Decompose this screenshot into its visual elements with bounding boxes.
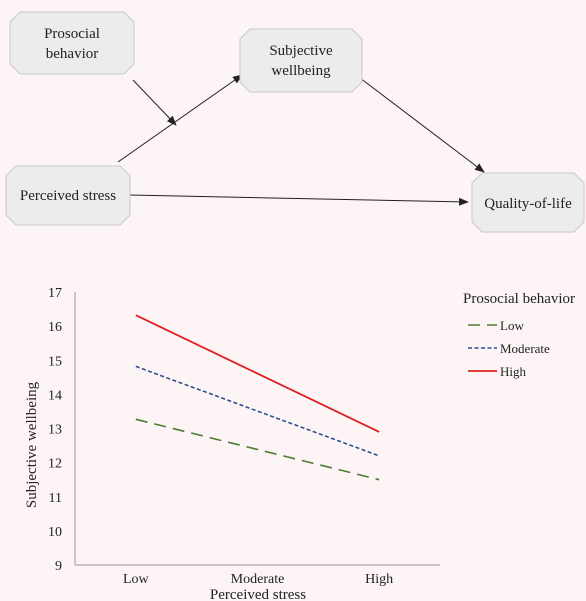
y-tick-label: 17 — [48, 286, 62, 301]
y-tick-label: 11 — [49, 491, 62, 506]
legend-title: Prosocial behavior — [463, 291, 575, 307]
arrow-stress-to-wellbeing — [117, 74, 243, 163]
node-prosocial-label-1: Prosocial — [44, 26, 100, 42]
y-tick-labels: 9 10 11 12 13 14 15 16 17 — [48, 286, 62, 574]
node-perceived-stress: Perceived stress — [5, 165, 131, 226]
x-tick-label: High — [365, 572, 393, 587]
node-quality-of-life: Quality-of-life — [471, 172, 585, 233]
x-tick-label: Moderate — [231, 572, 285, 587]
y-tick-label: 10 — [48, 525, 62, 540]
series-line-high — [135, 314, 380, 433]
legend-label-low: Low — [500, 318, 524, 333]
x-tick-label: Low — [123, 572, 150, 587]
series-line-moderate — [135, 365, 380, 457]
y-axis-label: Subjective wellbeing — [24, 381, 40, 508]
node-subjective-label-1: Subjective — [269, 43, 333, 59]
node-subjective-wellbeing: Subjective wellbeing — [239, 28, 363, 93]
node-prosocial-behavior: Prosocial behavior — [9, 11, 135, 75]
y-tick-label: 15 — [48, 354, 62, 369]
node-qol-label: Quality-of-life — [484, 196, 572, 212]
node-subjective-label-2: wellbeing — [271, 63, 331, 79]
arrow-prosocial-to-path — [132, 79, 177, 126]
arrow-stress-to-qol — [129, 194, 469, 206]
y-tick-label: 12 — [48, 457, 62, 472]
path-diagram: Prosocial behavior Subjective wellbeing … — [5, 11, 585, 233]
y-tick-label: 13 — [48, 423, 62, 438]
x-axis-label: Perceived stress — [210, 587, 306, 601]
y-tick-label: 16 — [48, 320, 62, 335]
y-tick-label: 9 — [55, 559, 62, 574]
series-line-low — [135, 418, 380, 481]
node-stress-label: Perceived stress — [20, 188, 116, 204]
arrow-wellbeing-to-qol — [359, 77, 485, 173]
interaction-chart: 9 10 11 12 13 14 15 16 17 Low Moderate High Subjec… — [24, 286, 575, 601]
legend-label-moderate: Moderate — [500, 341, 550, 356]
legend-label-high: High — [500, 364, 527, 379]
legend-items: Low Moderate High — [468, 318, 550, 379]
series-lines — [135, 314, 380, 481]
y-tick-label: 14 — [48, 388, 62, 403]
x-tick-labels: Low Moderate High — [123, 572, 393, 587]
legend: Prosocial behavior Low Moderate High — [463, 291, 575, 379]
node-prosocial-label-2: behavior — [46, 46, 98, 62]
